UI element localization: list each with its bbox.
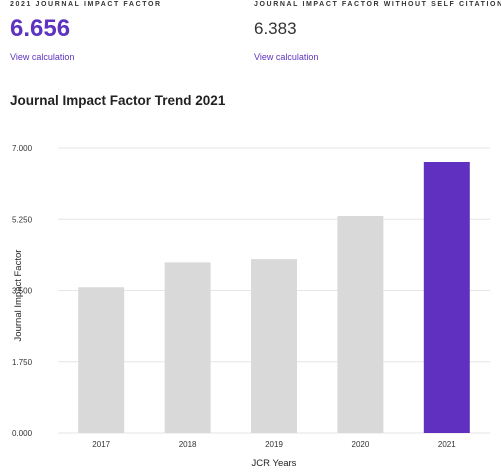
y-tick-label: 1.750 (12, 358, 33, 367)
impact-factor-without-self-citations-metric: JOURNAL IMPACT FACTOR WITHOUT SELF CITAT… (254, 0, 501, 63)
x-tick-label: 2020 (352, 440, 370, 449)
bar-2017 (78, 287, 125, 433)
bar-2021 (423, 162, 470, 433)
bar-2018 (164, 262, 211, 433)
view-calculation-link[interactable]: View calculation (10, 52, 75, 62)
chart-title: Journal Impact Factor Trend 2021 (10, 93, 226, 108)
without-self-citations-label: JOURNAL IMPACT FACTOR WITHOUT SELF CITAT… (254, 1, 501, 8)
y-tick-label: 3.500 (12, 287, 33, 296)
y-tick-label: 5.250 (12, 215, 33, 224)
view-calculation-without-self-citations-link[interactable]: View calculation (254, 52, 319, 62)
impact-factor-metric: 2021 JOURNAL IMPACT FACTOR 6.656 View ca… (10, 0, 162, 63)
impact-factor-label: 2021 JOURNAL IMPACT FACTOR (10, 1, 162, 8)
impact-factor-value: 6.656 (10, 15, 71, 42)
x-tick-label: 2018 (179, 440, 197, 449)
x-tick-label: 2017 (92, 440, 110, 449)
y-axis-title: Journal Impact Factor (13, 250, 24, 342)
bar-2019 (251, 259, 297, 433)
bar-2020 (337, 215, 384, 433)
x-tick-label: 2021 (438, 440, 456, 449)
x-axis-title: JCR Years (252, 458, 297, 469)
y-tick-label: 7.000 (12, 144, 33, 153)
without-self-citations-value: 6.383 (254, 19, 297, 38)
x-tick-label: 2019 (265, 440, 283, 449)
y-tick-label: 0.000 (12, 429, 33, 438)
